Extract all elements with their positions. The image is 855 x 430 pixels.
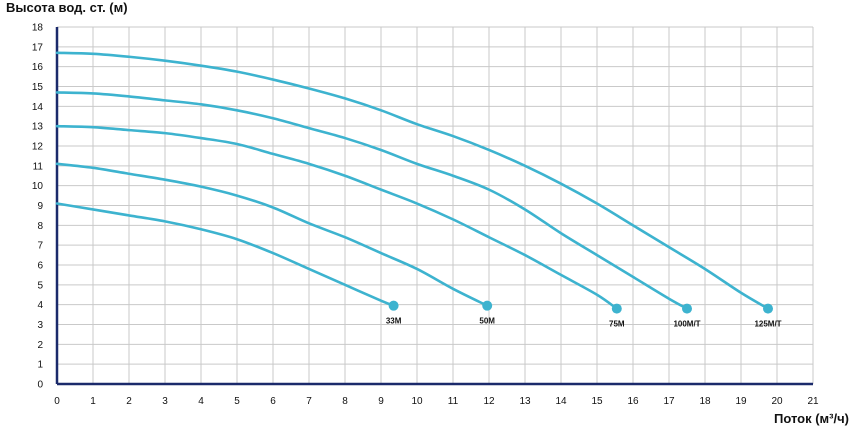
grid <box>57 26 814 384</box>
x-tick-label: 14 <box>555 396 567 407</box>
x-tick-label: 21 <box>807 396 819 407</box>
x-tick-label: 6 <box>270 396 276 407</box>
y-tick-label: 5 <box>37 280 43 291</box>
x-tick-label: 8 <box>342 396 348 407</box>
x-tick-label: 12 <box>483 396 495 407</box>
y-tick-label: 16 <box>32 62 44 73</box>
x-tick-label: 2 <box>126 396 132 407</box>
y-axis-title: Высота вод. ст. (м) <box>6 0 128 15</box>
curve-label: 50M <box>479 317 495 326</box>
curve-endpoint <box>611 303 622 314</box>
y-tick-label: 17 <box>32 42 44 53</box>
y-tick-label: 6 <box>37 261 43 272</box>
y-tick-label: 13 <box>32 122 44 133</box>
y-tick-label: 4 <box>37 300 43 311</box>
y-tick-label: 3 <box>37 320 43 331</box>
y-tick-label: 8 <box>37 221 43 232</box>
x-tick-label: 3 <box>162 396 168 407</box>
y-tick-label: 0 <box>37 380 43 391</box>
y-tick-label: 11 <box>33 161 44 172</box>
y-tick-label: 14 <box>32 102 44 113</box>
y-tick-label: 10 <box>32 181 44 192</box>
x-tick-label: 5 <box>234 396 240 407</box>
x-tick-label: 16 <box>627 396 639 407</box>
x-tick-label: 18 <box>699 396 711 407</box>
x-tick-label: 7 <box>306 396 312 407</box>
curve-label: 125M/T <box>754 320 781 329</box>
y-tick-label: 12 <box>32 142 44 153</box>
curve-label: 33M <box>386 317 402 326</box>
curve-125M/T <box>55 51 770 310</box>
x-tick-label: 0 <box>54 396 60 407</box>
y-tick-label: 2 <box>37 340 43 351</box>
x-axis-title: Поток (м³/ч) <box>774 411 849 426</box>
x-tick-label: 15 <box>591 396 603 407</box>
curve-33M <box>55 202 395 307</box>
x-tick-label: 9 <box>378 396 384 407</box>
y-tick-label: 1 <box>37 360 43 371</box>
x-tick-label: 1 <box>90 396 96 407</box>
curves <box>55 51 773 314</box>
x-tick-label: 10 <box>411 396 423 407</box>
curve-endpoint <box>763 303 773 314</box>
y-tick-label: 15 <box>32 82 44 93</box>
x-tick-label: 13 <box>519 396 531 407</box>
curve-100M/T <box>55 91 689 310</box>
x-tick-label: 11 <box>448 396 459 407</box>
curve-75M <box>55 124 619 310</box>
curve-label: 75M <box>609 320 625 329</box>
curve-labels: 33M 50M 75M 100M/T 125M/T <box>386 317 782 329</box>
x-tick-label: 17 <box>663 396 675 407</box>
curve-endpoint <box>482 300 493 311</box>
curve-50M <box>55 162 489 307</box>
x-tick-label: 20 <box>771 396 783 407</box>
x-tick-label: 19 <box>735 396 747 407</box>
y-tick-label: 18 <box>32 23 44 34</box>
x-tick-label: 4 <box>198 396 204 407</box>
tick-labels: 0 1 2 3 4 5 6 7 8 9 10 11 12 13 14 15 16 17 18 19 20 21012345… <box>32 23 819 408</box>
curve-label: 100M/T <box>673 320 700 329</box>
y-tick-label: 9 <box>37 201 43 212</box>
curve-endpoint <box>682 303 692 314</box>
curve-endpoint <box>388 300 399 311</box>
axes <box>55 27 813 386</box>
y-tick-label: 7 <box>37 241 43 252</box>
